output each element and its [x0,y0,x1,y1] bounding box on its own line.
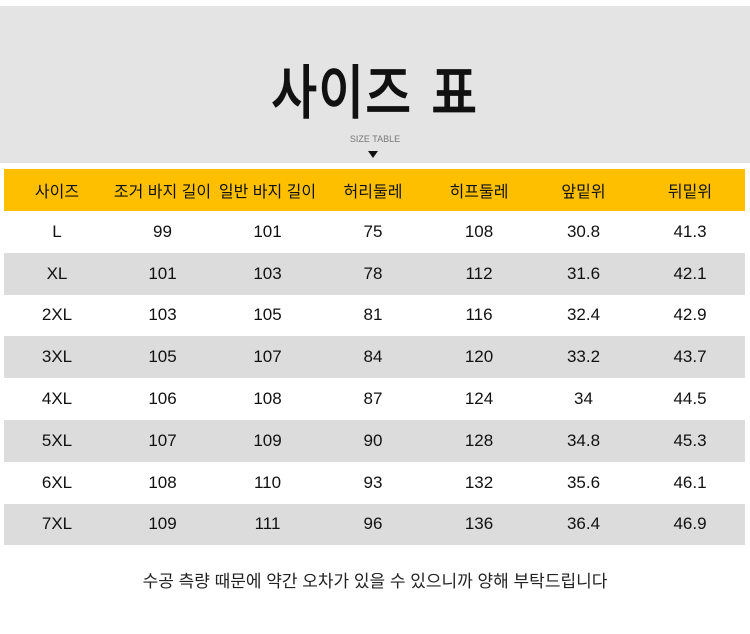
table-cell: 87 [363,389,383,409]
table-cell: 105 [148,347,177,367]
column-header: 뒤밑위 [667,184,713,201]
table-cell: 136 [464,514,494,534]
table-cell: 124 [464,389,494,409]
table-row: 2XL 103 105 81 116 32.4 42.9 [4,295,745,337]
table-cell: 112 [465,263,493,283]
table-cell: 103 [253,263,282,283]
table-cell: 96 [363,514,383,534]
table-cell: 35.6 [566,472,601,492]
table-cell: 42.9 [673,305,707,325]
table-cell: 43.7 [673,347,707,367]
table-row: 7XL 109 111 96 136 36.4 46.9 [4,503,745,546]
table-cell: 109 [253,430,282,450]
table-cell: 108 [253,389,282,409]
column-header: 일반 바지 길이 [218,184,317,201]
table-cell: 120 [464,347,494,367]
table-cell: 99 [153,221,172,241]
table-cell: 6XL [41,472,73,492]
table-cell: 84 [363,347,383,367]
table-cell: 34.8 [566,430,601,450]
triangle-down-icon [368,151,378,158]
table-cell: 106 [148,389,177,409]
table-cell: 108 [464,221,494,241]
table-cell: 33.2 [566,347,601,367]
page-title: 사이즈 표 [271,59,479,127]
table-cell: 46.1 [673,472,707,492]
table-cell: 93 [363,472,383,492]
table-cell: 3XL [41,347,73,367]
table-cell: 4XL [41,389,73,409]
table-cell: XL [46,263,68,283]
table-cell: 45.3 [673,430,707,450]
column-header: 히프둘레 [449,184,509,201]
table-cell: 110 [253,472,282,492]
title-banner: 사이즈 표 SIZE TABLE [0,6,750,163]
table-cell: 111 [254,514,281,534]
table-header: 사이즈 조거 바지 길이 일반 바지 길이 허리둘레 히프둘레 앞밑위 뒤밑위 [4,169,745,211]
table-cell: 103 [148,305,177,325]
column-header: 사이즈 [34,184,80,201]
table-row: 5XL 107 109 90 128 34.8 45.3 [4,419,745,462]
table-cell: 7XL [41,514,73,534]
table-cell: 109 [148,514,177,534]
table-cell: 101 [148,263,177,283]
table-row: 6XL 108 110 93 132 35.6 46.1 [4,462,745,504]
table-cell: 31.6 [566,263,601,283]
table-cell: 42.1 [673,263,707,283]
page-subtitle: SIZE TABLE [349,134,401,144]
table-cell: 75 [363,221,383,241]
table-cell: 107 [253,347,282,367]
column-header: 허리둘레 [343,184,403,201]
table-cell: 81 [363,305,383,325]
table-cell: 30.8 [566,221,601,241]
table-cell: 105 [253,305,282,325]
table-cell: 108 [148,472,177,492]
table-cell: 34 [574,389,593,409]
table-cell: 41.3 [673,221,707,241]
column-header: 조거 바지 길이 [113,184,212,201]
table-cell: 132 [464,472,494,492]
table-cell: 32.4 [566,305,601,325]
size-table: 사이즈 조거 바지 길이 일반 바지 길이 허리둘레 히프둘레 앞밑위 뒤밑위 L 99 101… [4,169,745,546]
table-cell: 36.4 [566,514,601,534]
table-cell: 90 [363,430,383,450]
table-cell: 78 [363,263,383,283]
table-row: XL 101 103 78 112 31.6 42.1 [4,252,745,295]
table-cell: L [52,221,62,241]
table-cell: 46.9 [673,514,707,534]
column-header: 앞밑위 [561,184,606,201]
table-cell: 128 [464,430,494,450]
table-row: 3XL 105 107 84 120 33.2 43.7 [4,336,745,379]
table-cell: 2XL [41,305,73,325]
measurement-note: 수공 측량 때문에 약간 오차가 있을 수 있으니까 양해 부탁드립니다 [142,572,608,591]
table-row: L 99 101 75 108 30.8 41.3 [4,211,745,253]
table-cell: 44.5 [673,389,707,409]
table-row: 4XL 106 108 87 124 34 44.5 [4,378,745,420]
table-cell: 116 [465,305,493,325]
table-cell: 107 [148,430,177,450]
table-cell: 101 [253,221,282,241]
table-cell: 5XL [41,430,73,450]
